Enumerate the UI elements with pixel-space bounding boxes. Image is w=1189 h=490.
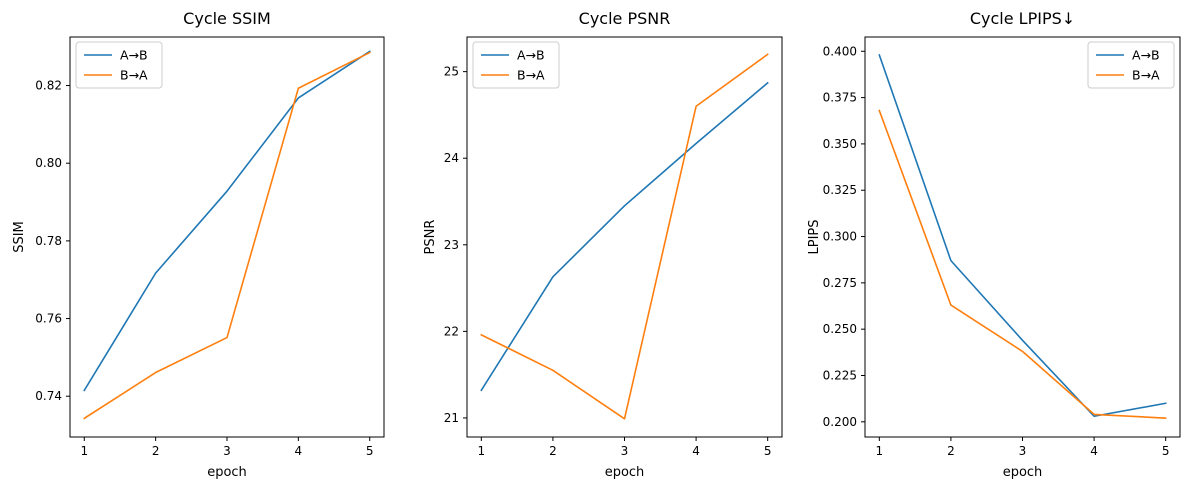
y-tick-label: 0.350 [823,137,857,151]
y-tick-label: 22 [444,324,459,338]
x-tick-label: 2 [549,444,557,458]
x-tick-label: 3 [621,444,629,458]
x-tick-label: 2 [947,444,955,458]
legend-label: A→B [517,48,545,63]
legend: A→B B→A [75,41,163,89]
y-axis-label: PSNR [423,220,438,255]
legend-label: B→A [120,68,148,83]
y-tick-label: 0.200 [823,415,857,429]
legend-box [1087,41,1175,89]
y-axis-label: LPIPS [807,219,822,254]
x-tick-label: 4 [692,444,700,458]
legend: A→B B→A [1087,41,1175,89]
y-tick-label: 0.225 [823,368,857,382]
x-axis-label: epoch [605,465,645,480]
chart-panel-1: 1 2 3 4 5 0.74 0.76 0.78 0.80 0.82 Cycle SSIM epoch… [12,9,385,480]
chart-title: Cycle LPIPS↓ [970,9,1075,28]
x-tick-label: 4 [1090,444,1098,458]
legend-label: A→B [120,48,148,63]
y-tick-label: 25 [444,65,459,79]
x-tick-label: 5 [366,444,374,458]
x-tick-label: 3 [1019,444,1027,458]
y-tick-label: 21 [444,411,459,425]
chart-title: Cycle SSIM [183,9,271,28]
legend: A→B B→A [472,41,560,89]
legend-box [472,41,560,89]
y-axis-label: SSIM [12,221,27,253]
y-tick-label: 0.82 [35,79,62,93]
legend-box [75,41,163,89]
y-tick-label: 0.78 [35,234,62,248]
x-tick-label: 5 [764,444,772,458]
axes-frame [864,36,1181,438]
axes-frame [69,36,385,438]
y-tick-label: 0.275 [823,276,857,290]
x-tick-label: 5 [1162,444,1170,458]
legend-label: A→B [1132,48,1160,63]
series-line-a-to-b [83,50,371,392]
y-tick-label: 0.250 [823,322,857,336]
x-tick-label: 2 [152,444,160,458]
axes-frame [466,36,783,438]
x-tick-label: 3 [223,444,231,458]
chart-panel-3: 1 2 3 4 5 0.200 0.225 0.250 0.275 0.300 0.325 0.350… [807,9,1181,480]
y-tick-label: 0.325 [823,183,857,197]
series-line-a-to-b [878,53,1167,418]
y-tick-label: 0.375 [823,91,857,105]
series-line-b-to-a [878,109,1167,419]
x-tick-label: 1 [875,444,883,458]
y-tick-label: 0.74 [35,389,62,403]
series-line-a-to-b [480,81,769,392]
y-tick-label: 0.80 [35,156,62,170]
x-tick-label: 4 [295,444,303,458]
x-tick-label: 1 [80,444,88,458]
legend-label: B→A [517,68,545,83]
legend-label: B→A [1132,68,1160,83]
x-axis-label: epoch [1003,465,1043,480]
y-tick-label: 24 [444,151,459,165]
y-tick-label: 0.76 [35,312,62,326]
x-axis-label: epoch [207,465,247,480]
y-tick-label: 0.300 [823,230,857,244]
y-tick-label: 0.400 [823,44,857,58]
x-tick-label: 1 [477,444,485,458]
series-line-b-to-a [480,53,769,420]
chart-title: Cycle PSNR [579,9,671,28]
y-tick-label: 23 [444,238,459,252]
series-line-b-to-a [83,51,371,420]
